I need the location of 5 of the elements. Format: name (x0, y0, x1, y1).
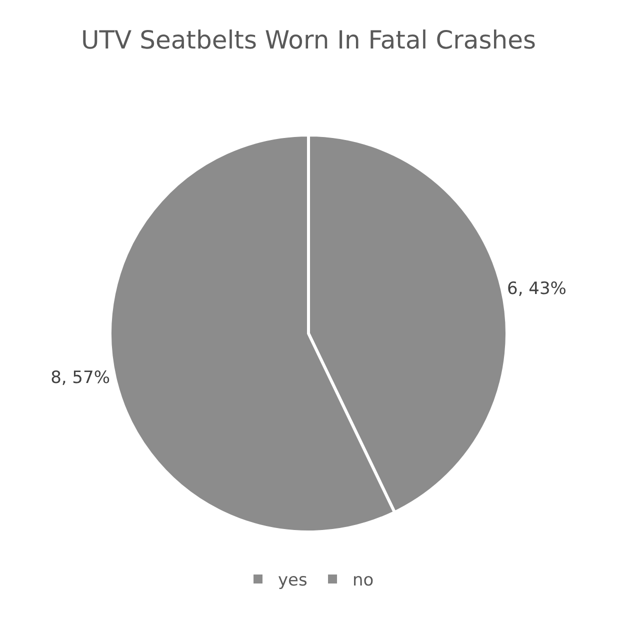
legend-label: no (352, 570, 374, 591)
chart-title: UTV Seatbelts Worn In Fatal Crashes (80, 25, 536, 54)
data-label: 8, 57% (50, 368, 110, 388)
data-label: 6, 43% (507, 278, 566, 299)
legend-label: yes (278, 570, 308, 591)
